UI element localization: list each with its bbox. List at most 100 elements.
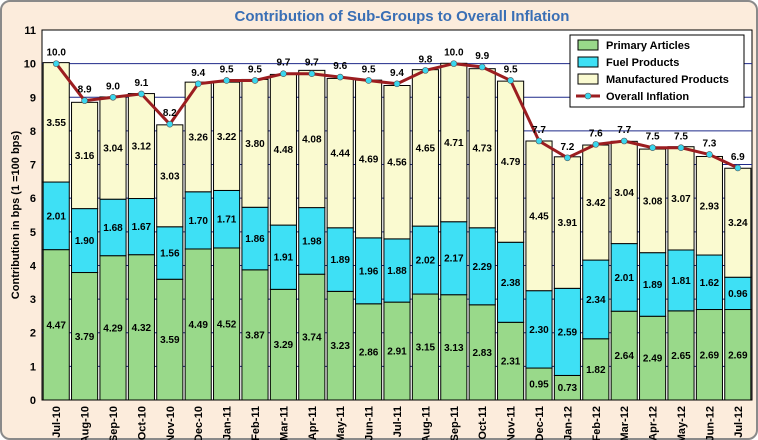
line-point: [308, 70, 316, 78]
legend-marker-swatch: [584, 92, 592, 100]
bar-segment: [99, 96, 127, 200]
y-tick-label: 6: [30, 193, 36, 205]
x-tick-label: Feb-12: [591, 406, 603, 440]
bar-segment: [326, 77, 354, 229]
bar-segment: [695, 155, 723, 256]
bar-value-label: 2.64: [614, 351, 634, 362]
line-point: [138, 90, 145, 98]
line-value-label: 7.3: [702, 138, 716, 149]
bar-value-label: 1.98: [302, 236, 322, 247]
line-point: [677, 144, 685, 152]
x-tick-label: Apr-11: [307, 406, 319, 440]
y-tick-label: 3: [30, 294, 36, 306]
y-tick-label: 8: [30, 126, 36, 138]
line-value-label: 7.7: [617, 125, 631, 136]
bar-value-label: 2.91: [387, 347, 407, 358]
y-tick-label: 5: [30, 227, 36, 239]
line-point: [564, 154, 571, 162]
bar-value-label: 1.86: [245, 234, 265, 245]
y-axis-ticks: 0 1 2 3 4 5 6 7 8 9 10 11: [24, 25, 37, 407]
bar-segment: [411, 293, 439, 401]
x-tick-label: Jul-12: [733, 406, 745, 438]
bar-value-label: 3.12: [132, 142, 152, 153]
bar-segment: [667, 249, 695, 312]
line-point: [223, 77, 230, 84]
line-value-label: 9.0: [106, 81, 120, 92]
line-value-label: 6.9: [731, 152, 745, 163]
bar-segment: [269, 73, 297, 226]
line-point: [620, 137, 628, 145]
bar-segment: [468, 68, 496, 229]
bar-segment: [639, 252, 667, 317]
bar-value-label: 4.47: [46, 320, 66, 331]
bar-value-label: 3.08: [643, 196, 663, 207]
line-value-label: 9.7: [305, 58, 319, 69]
bar-value-label: 0.96: [728, 289, 748, 300]
bar-value-label: 2.69: [728, 350, 748, 361]
bar-value-label: 3.59: [160, 335, 180, 346]
bar-value-label: 1.88: [387, 266, 407, 277]
bar-value-label: 2.02: [416, 256, 436, 267]
bar-value-label: 3.23: [330, 341, 350, 352]
x-tick-label: Jun-12: [704, 406, 716, 440]
line-point: [336, 73, 344, 81]
x-tick-label: Dec-10: [193, 406, 205, 440]
bar-segment: [42, 62, 70, 183]
line-value-label: 8.2: [163, 108, 177, 119]
bar-value-label: 2.93: [700, 201, 720, 212]
bar-segment: [724, 276, 752, 311]
bar-segment: [184, 248, 212, 401]
legend-label: Fuel Products: [606, 57, 679, 69]
bar-value-label: 3.91: [558, 218, 578, 229]
y-tick-label: 11: [24, 25, 36, 37]
overall-inflation-line: 10.0 8.9 9.0 9.1 8.2 9.4 9.5 9.5 9.7 9.7 9.6 9.5 9.4…: [46, 48, 745, 172]
bar-value-label: 1.90: [75, 236, 95, 247]
bar-value-label: 3.87: [245, 330, 265, 341]
line-value-label: 7.5: [646, 132, 660, 143]
x-tick-label: Feb-11: [250, 406, 262, 440]
bar-value-label: 1.62: [700, 278, 720, 289]
bar-segment: [127, 93, 155, 200]
x-tick-label: Aug-10: [80, 406, 92, 440]
x-tick-label: May-12: [676, 406, 688, 440]
bar-value-label: 3.22: [217, 132, 237, 143]
bar-value-label: 4.45: [529, 211, 549, 222]
line-point: [649, 144, 656, 152]
y-tick-label: 4: [30, 260, 37, 272]
y-tick-label: 2: [30, 328, 36, 340]
bar-segment: [99, 198, 127, 257]
y-tick-label: 1: [30, 361, 36, 373]
bar-segment: [525, 290, 553, 369]
legend-swatch: [577, 56, 599, 68]
bar-value-label: 2.65: [671, 351, 691, 362]
line-value-label: 7.2: [560, 142, 574, 153]
bar-value-label: 4.73: [472, 144, 492, 155]
line-value-label: 9.5: [248, 64, 262, 75]
bar-value-label: 3.03: [160, 171, 180, 182]
bar-segment: [298, 69, 326, 209]
bar-value-label: 1.70: [188, 216, 208, 227]
bars-layer: [42, 62, 752, 401]
chart-title: Contribution of Sub-Groups to Overall In…: [235, 8, 570, 25]
bar-value-label: 4.44: [330, 149, 350, 160]
bar-segment: [269, 224, 297, 290]
bar-value-label: 3.55: [46, 118, 66, 129]
line-value-label: 7.6: [589, 128, 603, 139]
x-tick-label: Nov-10: [165, 406, 177, 440]
line-point: [734, 164, 742, 172]
y-axis-label: Contribution in bps (1 =100 bps): [10, 130, 22, 299]
bar-segment: [610, 140, 638, 245]
bar-value-label: 0.95: [529, 380, 549, 391]
bar-value-label: 4.49: [188, 320, 208, 331]
bar-value-label: 2.30: [529, 325, 549, 336]
bar-value-label: 1.68: [103, 223, 123, 234]
bar-value-label: 1.89: [643, 280, 663, 291]
line-point: [535, 137, 543, 145]
line-point: [81, 97, 88, 104]
bar-value-label: 2.29: [472, 262, 492, 273]
bar-value-label: 2.34: [586, 295, 606, 306]
bar-value-label: 3.15: [416, 343, 436, 354]
bar-segment: [71, 101, 99, 210]
bar-value-label: 2.59: [558, 327, 578, 338]
